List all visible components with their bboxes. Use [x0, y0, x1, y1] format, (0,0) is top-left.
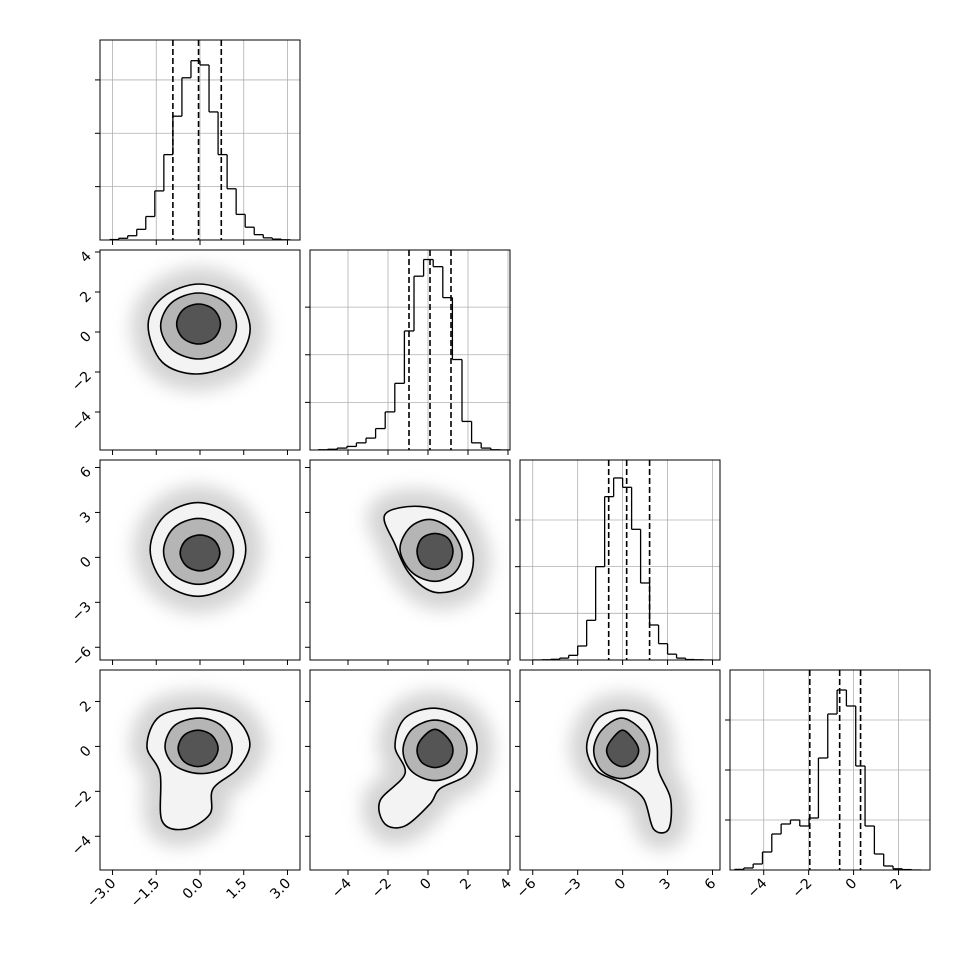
panel-content [520, 460, 720, 660]
panel-frame [309, 669, 511, 871]
x-tick-label: −4 [745, 875, 771, 901]
x-tick-label: −3.0 [84, 876, 119, 911]
y-tick-label: 2 [77, 289, 95, 307]
y-tick-label: 2 [77, 698, 95, 716]
x-tick-label: −3 [559, 876, 585, 902]
contour-group [367, 489, 491, 610]
contour [416, 532, 454, 571]
panel-frame [99, 459, 301, 661]
contour [175, 303, 222, 345]
y-tick-label: −4 [69, 833, 95, 859]
y-tick-label: −3 [69, 599, 95, 625]
panel-content [730, 670, 930, 870]
x-tick-label: 1.5 [224, 876, 251, 903]
y-tick-label: −2 [69, 369, 95, 395]
panel-frame [519, 669, 721, 871]
contour-group [361, 691, 495, 845]
x-tick-label: −1.5 [128, 876, 163, 911]
panel [520, 460, 720, 660]
x-tick-label: 3 [657, 876, 675, 894]
x-tick-label: 0 [612, 876, 630, 894]
x-tick-label: 0 [417, 876, 435, 894]
x-tick-label: −4 [329, 875, 355, 901]
y-tick-label: 0 [77, 554, 95, 572]
x-tick-label: −6 [514, 875, 540, 901]
y-tick-label: 3 [77, 509, 95, 527]
contour-group [569, 693, 689, 850]
panel-frame [99, 669, 301, 871]
x-tick-label: 6 [702, 875, 720, 893]
contour-group [131, 266, 268, 391]
x-tick-label: −2 [369, 876, 395, 902]
contour-group [129, 691, 267, 847]
panel-frame [309, 459, 511, 661]
x-tick-label: 0 [843, 876, 861, 894]
y-tick-label: 4 [77, 248, 95, 266]
y-tick-label: −4 [69, 408, 95, 434]
panel-frame [309, 249, 511, 451]
panel-frame [99, 39, 301, 241]
x-tick-label: 0.0 [180, 876, 207, 903]
panel-frame [519, 459, 721, 661]
contour [416, 728, 454, 769]
contour [177, 729, 219, 768]
contour [605, 729, 640, 768]
x-tick-label: 2 [457, 876, 475, 894]
y-tick-label: 0 [77, 743, 95, 761]
y-tick-label: −2 [69, 788, 95, 814]
contour-group [133, 485, 263, 614]
panel-frame [729, 669, 931, 871]
y-tick-label: 6 [77, 464, 95, 482]
contour [179, 534, 221, 572]
y-tick-label: −6 [69, 644, 95, 670]
panel [310, 250, 510, 450]
x-tick-label: 3.0 [267, 876, 294, 903]
x-tick-label: −2 [790, 876, 816, 902]
x-tick-label: 2 [888, 876, 906, 894]
panel-frame [99, 249, 301, 451]
y-tick-label: 0 [77, 329, 95, 347]
x-tick-label: 4 [497, 875, 515, 893]
